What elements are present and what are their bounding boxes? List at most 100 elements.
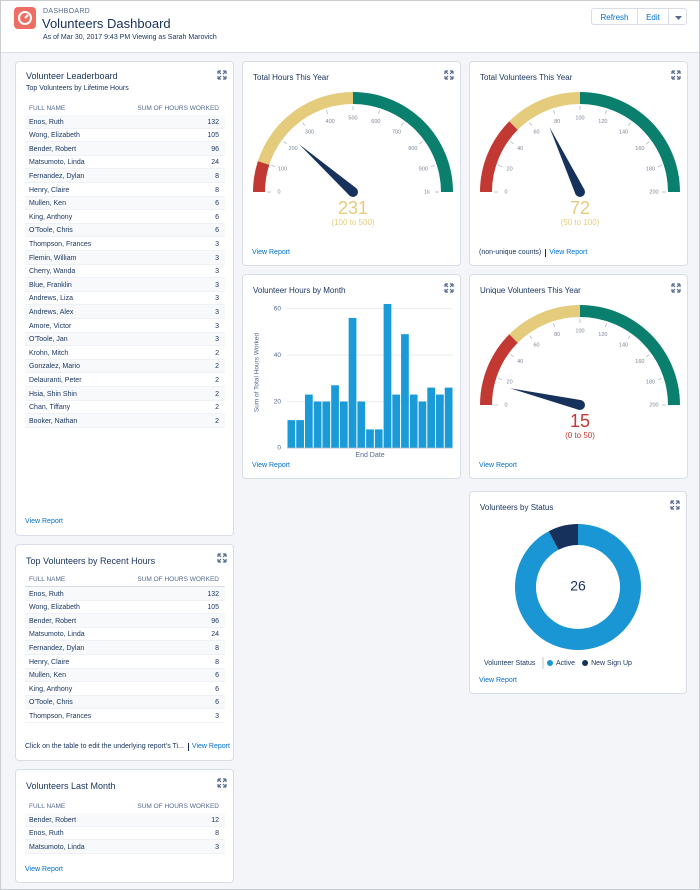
table-row[interactable] bbox=[25, 387, 225, 401]
table-row[interactable] bbox=[25, 237, 225, 251]
row-value: 3 bbox=[215, 712, 219, 720]
header-bar bbox=[1, 1, 699, 53]
view-report-link[interactable]: View Report bbox=[252, 249, 291, 256]
table-row[interactable] bbox=[25, 291, 225, 306]
row-value: 12 bbox=[211, 816, 219, 824]
view-report-link[interactable]: View Report bbox=[252, 462, 291, 469]
chart: Total Hours This Year 0 100 200 300 400 500 600… bbox=[253, 73, 453, 227]
chart-title: Unique Volunteers This Year bbox=[480, 286, 581, 295]
table-row[interactable] bbox=[25, 627, 225, 642]
table-row[interactable] bbox=[25, 840, 225, 854]
expand-arrows bbox=[444, 283, 454, 293]
row-value: 3 bbox=[215, 240, 219, 248]
row-value: 3 bbox=[215, 322, 219, 330]
bar bbox=[313, 401, 322, 448]
row-value: 24 bbox=[211, 159, 219, 167]
table-row[interactable] bbox=[25, 614, 225, 628]
row-name: Wong, Elizabeth bbox=[29, 604, 80, 612]
chart-title: Total Volunteers This Year bbox=[480, 73, 573, 82]
table-row[interactable] bbox=[25, 682, 225, 696]
table-row[interactable] bbox=[25, 709, 225, 723]
table-row[interactable] bbox=[25, 196, 225, 211]
legend-swatch bbox=[547, 660, 553, 666]
gauge-band bbox=[480, 334, 518, 405]
row-name: King, Anthony bbox=[29, 213, 73, 221]
gauge-tick bbox=[646, 141, 650, 145]
table-row[interactable] bbox=[25, 251, 225, 265]
table-row[interactable] bbox=[25, 826, 225, 841]
table-row[interactable] bbox=[25, 128, 225, 143]
table-row[interactable] bbox=[25, 142, 225, 156]
view-report-link[interactable]: View Report bbox=[545, 249, 587, 257]
y-tick-label: 20 bbox=[274, 398, 282, 405]
view-report-link[interactable]: View Report bbox=[479, 677, 518, 684]
gauge-tick bbox=[627, 335, 631, 339]
table-row[interactable] bbox=[25, 587, 225, 601]
table-row[interactable] bbox=[25, 695, 225, 710]
dashboard-icon bbox=[14, 7, 36, 29]
gauge-tick-label: 200 bbox=[289, 146, 298, 152]
gauge-tick-label: 100 bbox=[575, 115, 584, 121]
row-value: 2 bbox=[215, 376, 219, 384]
table-row[interactable] bbox=[25, 305, 225, 319]
gauge-needle bbox=[549, 126, 585, 195]
gauge-tick bbox=[604, 110, 607, 115]
expand-icon[interactable] bbox=[671, 283, 681, 293]
view-report-link[interactable]: View Report bbox=[25, 866, 64, 873]
table-row[interactable] bbox=[25, 414, 225, 428]
row-value: 96 bbox=[211, 617, 219, 625]
expand-arrows bbox=[444, 70, 454, 80]
row-value: 8 bbox=[215, 830, 219, 838]
table-row[interactable] bbox=[25, 655, 225, 669]
expand-icon[interactable] bbox=[671, 70, 681, 80]
menu-button[interactable] bbox=[668, 8, 687, 25]
view-report-link[interactable]: View Report bbox=[187, 743, 230, 751]
expand-icon[interactable] bbox=[217, 553, 227, 563]
table-row[interactable] bbox=[25, 278, 225, 292]
needle-hub bbox=[575, 187, 585, 197]
column-header: FULL NAME bbox=[29, 105, 66, 112]
table-row[interactable] bbox=[25, 223, 225, 238]
table-row[interactable] bbox=[25, 641, 225, 655]
expand-icon[interactable] bbox=[670, 500, 680, 510]
gauge-tick bbox=[498, 165, 503, 168]
table-row[interactable] bbox=[25, 169, 225, 183]
table-row[interactable] bbox=[25, 155, 225, 170]
bar bbox=[331, 385, 339, 448]
row-name: Thompson, Frances bbox=[29, 712, 92, 720]
gauge-tick bbox=[657, 378, 662, 381]
chart: Unique Volunteers This Year 0 20 40 60 80 100 1… bbox=[480, 286, 680, 440]
table-row[interactable] bbox=[25, 183, 225, 197]
icon-ring bbox=[18, 11, 32, 25]
table-row[interactable] bbox=[25, 346, 225, 360]
row-name: Mullen, Ken bbox=[29, 200, 66, 208]
table-row[interactable] bbox=[25, 373, 225, 387]
table-row[interactable] bbox=[25, 115, 225, 129]
bar bbox=[444, 387, 453, 448]
view-report-link[interactable]: View Report bbox=[479, 462, 518, 469]
table-row[interactable] bbox=[25, 332, 225, 347]
gauge-tick-label: 80 bbox=[554, 332, 560, 338]
table-row[interactable] bbox=[25, 319, 225, 333]
gauge-band bbox=[480, 121, 518, 192]
row-value: 6 bbox=[215, 672, 219, 680]
refresh-button[interactable]: Refresh bbox=[591, 8, 638, 25]
table-row[interactable] bbox=[25, 359, 225, 374]
table-row[interactable] bbox=[25, 668, 225, 683]
edit-button[interactable]: Edit bbox=[637, 8, 669, 25]
table-row[interactable] bbox=[25, 264, 225, 279]
table-row[interactable] bbox=[25, 210, 225, 224]
expand-icon[interactable] bbox=[444, 70, 454, 80]
expand-icon[interactable] bbox=[444, 283, 454, 293]
view-report-link[interactable]: View Report bbox=[25, 518, 64, 525]
table-row[interactable] bbox=[25, 813, 225, 827]
row-value: 2 bbox=[215, 417, 219, 425]
card: Volunteer Leaderboard Top Volunteers by L… bbox=[15, 61, 234, 536]
gauge-tick-label: 20 bbox=[507, 380, 513, 386]
bar bbox=[287, 420, 296, 448]
table-row[interactable] bbox=[25, 400, 225, 415]
expand-icon[interactable] bbox=[217, 778, 227, 788]
table-row[interactable] bbox=[25, 600, 225, 615]
y-tick-label: 60 bbox=[274, 305, 282, 312]
expand-icon[interactable] bbox=[217, 70, 227, 80]
